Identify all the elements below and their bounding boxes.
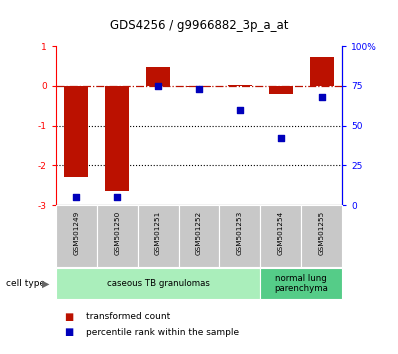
Text: GSM501250: GSM501250 — [114, 210, 120, 255]
Point — [155, 83, 161, 88]
Bar — [138, 205, 179, 267]
Bar — [228, 85, 252, 86]
Bar — [56, 205, 97, 267]
Bar — [187, 86, 211, 87]
Text: GSM501251: GSM501251 — [155, 210, 161, 255]
Text: GDS4256 / g9966882_3p_a_at: GDS4256 / g9966882_3p_a_at — [110, 19, 288, 33]
Bar — [105, 86, 129, 192]
Bar — [269, 86, 293, 94]
Point — [278, 136, 284, 141]
Bar — [260, 205, 301, 267]
Bar — [219, 205, 260, 267]
Bar — [310, 57, 334, 86]
Text: transformed count: transformed count — [86, 312, 170, 321]
Text: ■: ■ — [64, 312, 73, 322]
Text: percentile rank within the sample: percentile rank within the sample — [86, 327, 239, 337]
Bar — [260, 268, 342, 299]
Text: GSM501249: GSM501249 — [73, 210, 79, 255]
Text: cell type: cell type — [6, 279, 45, 288]
Text: GSM501252: GSM501252 — [196, 210, 202, 255]
Point — [319, 94, 325, 100]
Point — [114, 195, 120, 200]
Text: GSM501253: GSM501253 — [237, 210, 243, 255]
Text: normal lung
parenchyma: normal lung parenchyma — [274, 274, 328, 293]
Text: GSM501254: GSM501254 — [278, 210, 284, 255]
Bar — [301, 205, 342, 267]
Point — [237, 107, 243, 113]
Bar — [146, 67, 170, 86]
Text: ■: ■ — [64, 327, 73, 337]
Text: GSM501255: GSM501255 — [319, 210, 325, 255]
Point — [73, 195, 79, 200]
Text: caseous TB granulomas: caseous TB granulomas — [107, 279, 209, 288]
Bar — [56, 268, 260, 299]
Bar — [64, 86, 88, 177]
Point — [196, 86, 202, 92]
Text: ▶: ▶ — [42, 279, 49, 289]
Bar — [179, 205, 219, 267]
Bar — [97, 205, 138, 267]
